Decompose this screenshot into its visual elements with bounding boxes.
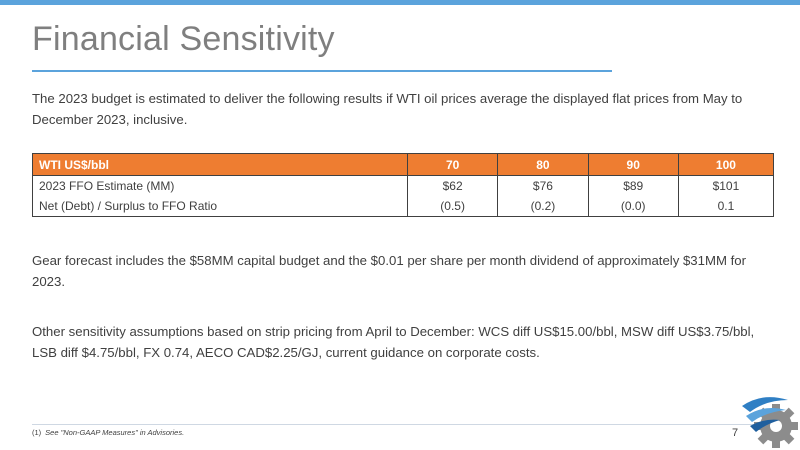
title-underline [32, 70, 612, 72]
table-row: Net (Debt) / Surplus to FFO Ratio (0.5) … [32, 196, 775, 217]
footnote-number: (1) [32, 428, 42, 437]
table-header-row: WTI US$/bbl 70 80 90 100 [32, 153, 775, 176]
top-accent-bar [0, 0, 800, 5]
table-cell: (0.0) [587, 196, 679, 217]
sensitivity-table: WTI US$/bbl 70 80 90 100 2023 FFO Estima… [32, 153, 775, 217]
footnote: (1) See "Non-GAAP Measures" in Advisories… [32, 428, 184, 437]
row-label-ffo: 2023 FFO Estimate (MM) [32, 175, 408, 196]
table-cell: (0.2) [497, 196, 589, 217]
assumptions-paragraph: Other sensitivity assumptions based on s… [32, 324, 755, 360]
header-price-100: 100 [677, 153, 775, 176]
footnote-text: See "Non-GAAP Measures" in Advisories. [45, 428, 185, 437]
table-cell: (0.5) [406, 196, 499, 217]
forecast-note-paragraph: Gear forecast includes the $58MM capital… [32, 253, 746, 289]
table-row: 2023 FFO Estimate (MM) $62 $76 $89 $101 [32, 175, 775, 196]
page-number: 7 [732, 427, 739, 439]
gear-company-logo-icon [742, 397, 798, 448]
slide-title: Financial Sensitivity [32, 20, 335, 58]
table-cell: $76 [497, 175, 589, 196]
table-cell: $62 [406, 175, 499, 196]
footer-divider [32, 424, 772, 425]
row-label-debt-ratio: Net (Debt) / Surplus to FFO Ratio [32, 196, 408, 217]
table-cell: $89 [587, 175, 679, 196]
header-wti-label: WTI US$/bbl [32, 153, 408, 176]
intro-paragraph: The 2023 budget is estimated to deliver … [32, 91, 743, 127]
header-price-80: 80 [497, 153, 589, 176]
header-price-70: 70 [406, 153, 499, 176]
header-price-90: 90 [587, 153, 679, 176]
table-cell: 0.1 [677, 196, 775, 217]
table-cell: $101 [677, 175, 775, 196]
